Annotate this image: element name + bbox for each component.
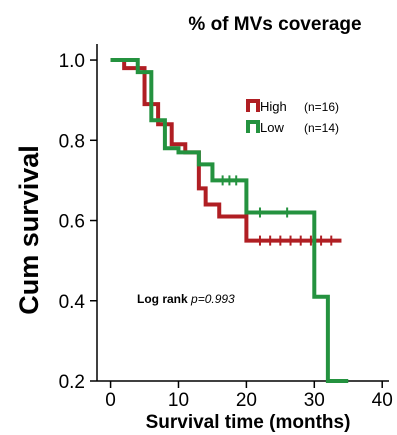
x-tick-label: 30	[304, 390, 325, 411]
y-tick-label: 0.8	[59, 131, 85, 152]
legend-count: (n=16)	[304, 100, 339, 114]
log-rank-label: Log rank	[137, 292, 191, 306]
legend-swatch	[246, 99, 260, 112]
log-rank-p-value: p=0.993	[190, 292, 235, 306]
survival-curve-high	[110, 58, 342, 243]
y-tick-label: 0.4	[59, 292, 86, 313]
y-axis-label: Cum survival	[14, 145, 44, 315]
survival-curve-low	[110, 58, 349, 383]
legend-label: High	[260, 99, 287, 114]
x-tick-label: 10	[168, 390, 189, 411]
legend-item-low: Low (n=14)	[246, 120, 339, 135]
x-tick-label: 0	[105, 390, 116, 411]
x-tick-labels: 0 10 20 30 40	[105, 390, 392, 411]
log-rank-annotation: Log rank p=0.993	[137, 292, 235, 306]
series-low	[110, 58, 349, 383]
legend-swatch	[246, 120, 260, 133]
legend-label: Low	[260, 120, 284, 135]
x-axis-label: Survival time (months)	[146, 412, 351, 433]
chart-title: % of MVs coverage	[188, 14, 361, 35]
legend-item-high: High (n=16)	[246, 99, 339, 114]
x-tick-label: 20	[236, 390, 257, 411]
legend: High (n=16) Low (n=14)	[246, 99, 339, 135]
legend-count: (n=14)	[304, 121, 339, 135]
y-tick-label: 1.0	[59, 51, 85, 72]
y-tick-labels: 0.2 0.4 0.6 0.8 1.0	[59, 51, 86, 393]
series-high	[110, 58, 342, 246]
series-layer	[110, 58, 349, 383]
x-tick-label: 40	[372, 390, 393, 411]
y-tick-label: 0.6	[59, 212, 85, 233]
y-tick-label: 0.2	[59, 372, 85, 393]
